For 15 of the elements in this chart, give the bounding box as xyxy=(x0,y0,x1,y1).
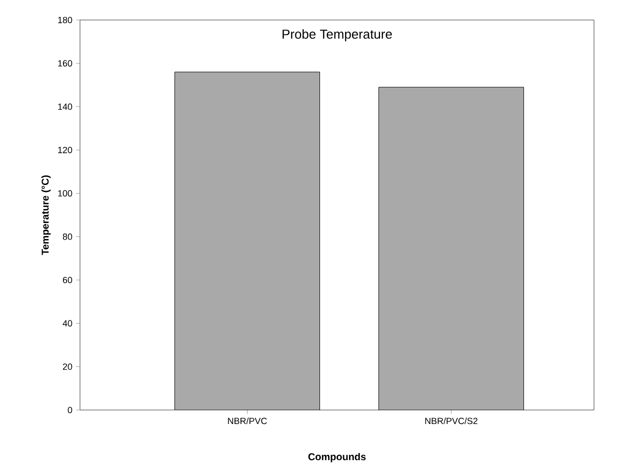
y-tick-label: 40 xyxy=(62,320,72,327)
x-tick-label: NBR/PVC xyxy=(228,418,267,424)
y-tick-label: 0 xyxy=(68,406,72,414)
y-tick-label: 180 xyxy=(58,16,72,24)
text: Probe Temperature xyxy=(282,29,392,42)
x-tick-label: NBR/PVC/S2 xyxy=(425,418,478,424)
y-tick-label: 100 xyxy=(58,190,72,197)
y-tick-label: 160 xyxy=(58,60,72,67)
y-tick-label: 120 xyxy=(58,146,72,154)
x-axis-title: Compounds xyxy=(308,452,366,462)
y-tick-label: 20 xyxy=(62,363,72,370)
y-tick-label: 60 xyxy=(62,276,72,284)
y-tick-label: 140 xyxy=(58,103,72,110)
y-axis-title: Temperature (°C) xyxy=(41,175,51,255)
y-tick-label: 80 xyxy=(62,233,72,240)
